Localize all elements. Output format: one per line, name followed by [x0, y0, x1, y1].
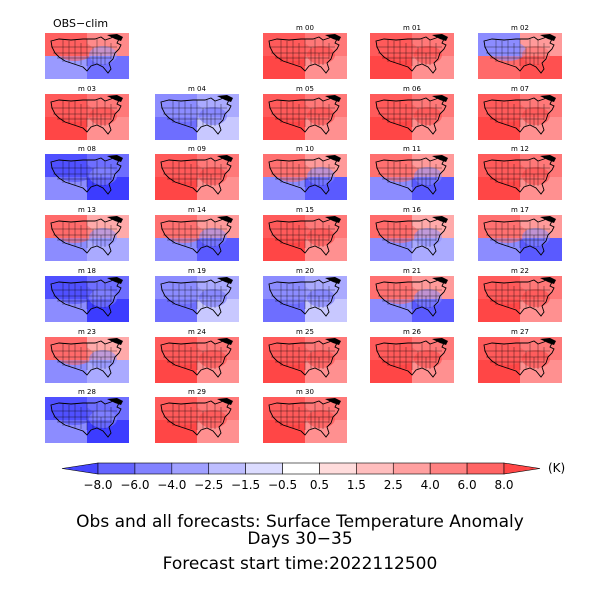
panel-label: m 07	[511, 85, 529, 93]
anomaly-map-panel	[370, 94, 454, 140]
panel-label: m 24	[188, 328, 206, 336]
anomaly-map-panel	[155, 154, 239, 200]
anomaly-map-panel	[155, 337, 239, 383]
panel-label: OBS−clim	[53, 17, 109, 30]
anomaly-map-panel	[370, 154, 454, 200]
title-line-2: Days 30−35	[247, 529, 353, 549]
colorbar-tick-label: −8.0	[83, 478, 113, 492]
panel-label: m 25	[296, 328, 314, 336]
anomaly-map-panel	[155, 397, 239, 443]
panel-label: m 06	[403, 85, 421, 93]
anomaly-map-panel	[370, 276, 454, 322]
panel-label: m 22	[511, 267, 529, 275]
anomaly-map-panel	[45, 337, 129, 383]
panel-label: m 18	[78, 267, 96, 275]
panel-label: m 09	[188, 145, 206, 153]
colorbar-tick-label: 6.0	[457, 478, 477, 492]
colorbar-tick-label: −2.5	[194, 478, 224, 492]
colorbar-segment	[429, 462, 468, 475]
anomaly-map-panel	[263, 276, 347, 322]
panel-label: m 04	[188, 85, 206, 93]
panel-label: m 29	[188, 388, 206, 396]
colorbar-tick-label: 1.5	[346, 478, 366, 492]
panel-label: m 12	[511, 145, 529, 153]
colorbar-segment	[466, 462, 505, 475]
color-scale-bar	[61, 462, 541, 475]
title-line-3: Forecast start time:2022112500	[162, 554, 438, 574]
colorbar-tick-label: 2.5	[383, 478, 403, 492]
panel-label: m 23	[78, 328, 96, 336]
panel-label: m 19	[188, 267, 206, 275]
anomaly-map-panel	[45, 276, 129, 322]
anomaly-map-panel	[45, 215, 129, 261]
colorbar-segment	[392, 462, 431, 475]
anomaly-map-panel	[263, 215, 347, 261]
panel-label: m 20	[296, 267, 314, 275]
panel-label: m 26	[403, 328, 421, 336]
colorbar-tick-label: −6.0	[120, 478, 150, 492]
anomaly-map-panel	[478, 154, 562, 200]
anomaly-map-panel	[478, 94, 562, 140]
colorbar-tick-label: 0.5	[309, 478, 329, 492]
panel-label: m 08	[78, 145, 96, 153]
anomaly-map-panel	[478, 276, 562, 322]
anomaly-map-panel	[478, 337, 562, 383]
colorbar-segment	[245, 462, 283, 475]
anomaly-map-panel	[478, 33, 562, 79]
colorbar-over-triangle	[503, 462, 541, 475]
colorbar-segment	[356, 462, 394, 475]
anomaly-map-panel	[45, 397, 129, 443]
colorbar-tick-label: 4.0	[420, 478, 440, 492]
anomaly-map-panel	[263, 397, 347, 443]
panel-label: m 14	[188, 206, 206, 214]
panel-label: m 11	[403, 145, 421, 153]
anomaly-map-panel	[45, 94, 129, 140]
colorbar-segment	[319, 462, 357, 475]
colorbar-segment	[282, 462, 320, 475]
panel-label: m 17	[511, 206, 529, 214]
anomaly-map-panel	[263, 154, 347, 200]
colorbar-under-triangle	[61, 462, 99, 475]
colorbar-segment	[97, 462, 136, 475]
anomaly-map-panel	[45, 154, 129, 200]
panel-label: m 16	[403, 206, 421, 214]
anomaly-map-panel	[155, 276, 239, 322]
panel-label: m 00	[296, 24, 314, 32]
panel-label: m 21	[403, 267, 421, 275]
anomaly-map-panel	[263, 337, 347, 383]
colorbar-tick-label: −4.0	[157, 478, 187, 492]
panel-label: m 01	[403, 24, 421, 32]
panel-label: m 28	[78, 388, 96, 396]
anomaly-map-panel	[45, 33, 129, 79]
panel-label: m 02	[511, 24, 529, 32]
colorbar-segment	[134, 462, 173, 475]
colorbar-segment	[208, 462, 246, 475]
colorbar-tick-label: −0.5	[267, 478, 298, 492]
colorbar-tick-label: 8.0	[494, 478, 514, 492]
panel-label: m 15	[296, 206, 314, 214]
panel-label: m 13	[78, 206, 96, 214]
panel-label: m 10	[296, 145, 314, 153]
anomaly-map-panel	[370, 33, 454, 79]
panel-label: m 30	[296, 388, 314, 396]
title-line-1: Obs and all forecasts: Surface Temperatu…	[76, 512, 524, 532]
colorbar-tick-label: −1.5	[231, 478, 261, 492]
panel-label: m 27	[511, 328, 529, 336]
panel-label: m 03	[78, 85, 96, 93]
colorbar-segment	[171, 462, 210, 475]
anomaly-map-panel	[478, 215, 562, 261]
anomaly-map-panel	[263, 94, 347, 140]
anomaly-map-panel	[155, 215, 239, 261]
panel-label: m 05	[296, 85, 314, 93]
anomaly-map-panel	[155, 94, 239, 140]
anomaly-map-panel	[370, 337, 454, 383]
anomaly-map-panel	[263, 33, 347, 79]
unit-label: (K)	[548, 461, 566, 475]
anomaly-map-panel	[370, 215, 454, 261]
